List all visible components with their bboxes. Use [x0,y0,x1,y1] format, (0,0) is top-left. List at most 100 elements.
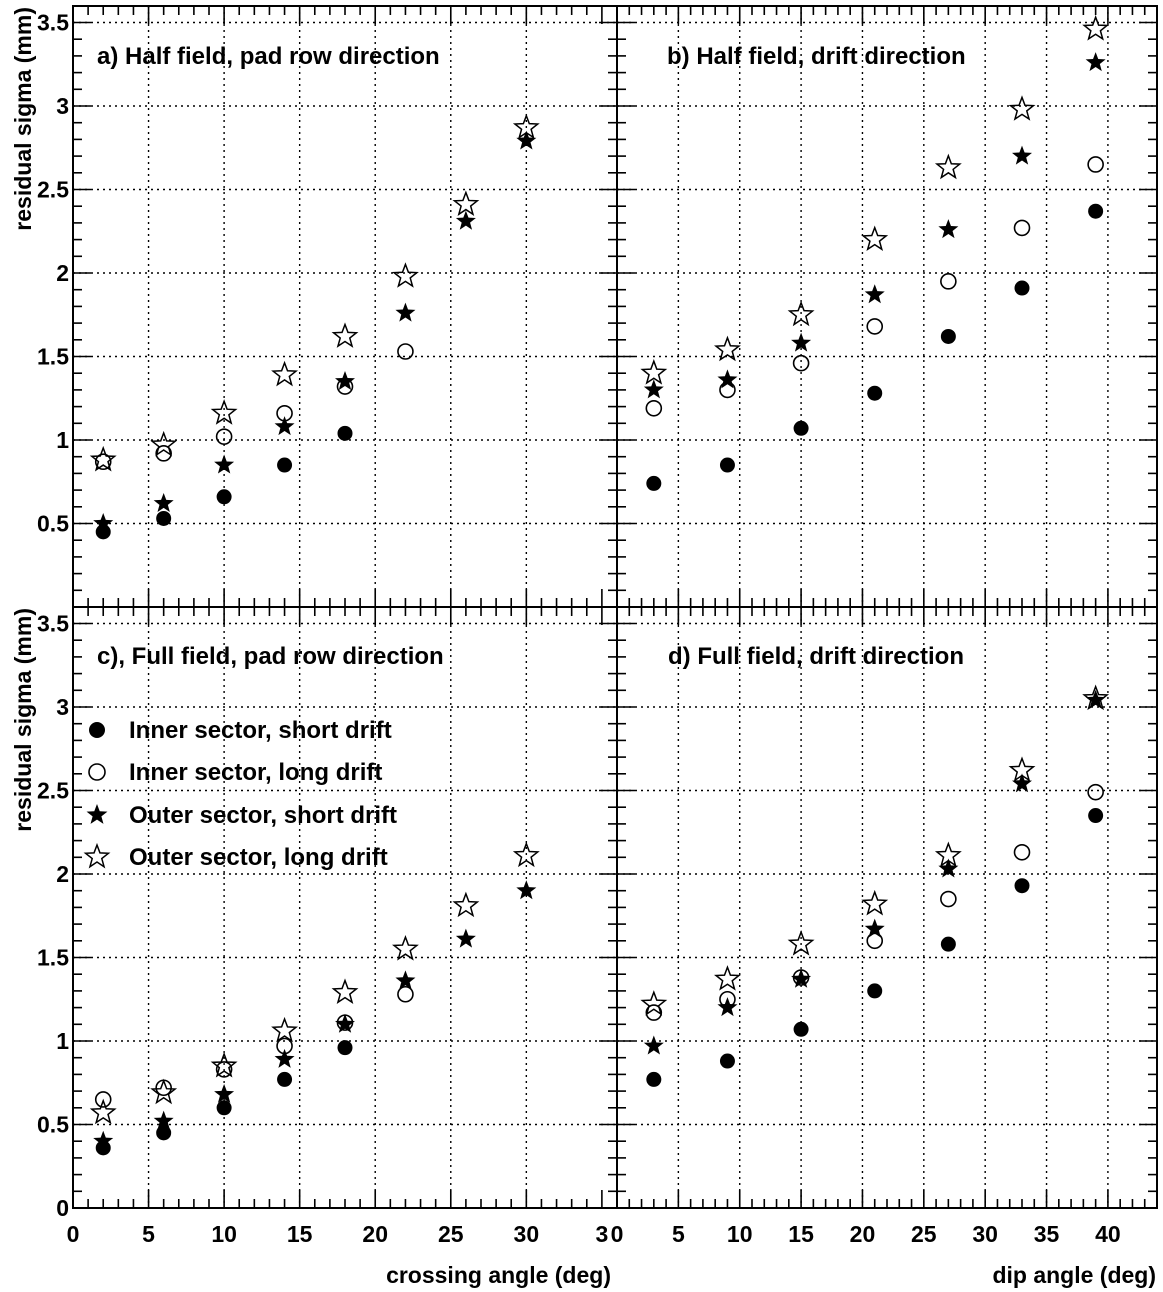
data-point [793,1021,809,1037]
data-point [787,300,815,327]
data-point [1085,52,1106,72]
data-point [938,219,959,239]
data-point [512,841,540,868]
series-open-circle [94,985,414,1108]
data-point [719,457,735,473]
data-point [391,262,419,288]
x-tick-label: 25 [438,1221,464,1247]
y-tick-label: 1 [56,427,69,453]
x-tick-label: 10 [727,1221,753,1247]
legend-marker-outer-long [83,842,111,869]
data-point [714,335,741,362]
data-point [719,381,736,399]
data-point [216,489,232,505]
data-point [940,328,956,344]
data-point [156,510,172,526]
x-tick-label: 5 [142,1221,155,1247]
data-point [714,965,741,991]
data-point [155,445,172,462]
data-point [93,513,114,532]
data-point [331,978,359,1005]
y-tick-label: 3 [56,694,69,720]
data-point [150,1078,178,1105]
legend-label-inner-short: Inner sector, short drift [129,717,392,744]
data-point [337,1040,353,1056]
data-point [1088,203,1104,219]
x-axis-title-left: crossing angle (deg) [386,1262,611,1288]
data-point [94,1091,112,1108]
y-axis-title-bottom: residual sigma (mm) [10,608,36,832]
series-filled-star [643,689,1106,1055]
data-point [792,354,810,372]
x-tick-label: 15 [788,1221,814,1247]
data-point [640,359,668,385]
data-point [455,928,476,948]
panel-c-title: c), Full field, pad row direction [97,643,444,670]
data-point [155,1079,172,1097]
series-filled-star [93,880,537,1150]
data-point [150,430,178,457]
data-point [93,1130,114,1150]
data-point [156,1125,172,1141]
data-point [331,322,359,348]
data-point [719,1053,735,1069]
series-filled-star [93,130,537,532]
legend-marker-outer-short [86,804,108,824]
plot-frame [72,5,618,608]
data-point [94,453,112,471]
y-tick-label: 0.5 [37,511,69,537]
data-point [940,890,957,908]
data-point [864,284,885,304]
series-filled-circle [646,808,1104,1087]
data-point [717,997,738,1017]
data-point [335,371,355,391]
data-point [717,369,738,389]
y-tick-label: 2 [56,861,69,887]
data-point [1087,156,1104,173]
data-point [397,343,414,360]
y-tick-label: 2.5 [37,778,69,804]
data-point [1087,783,1104,801]
data-point [95,1140,111,1156]
data-point [645,399,663,417]
legend: Inner sector, short drift Inner sector, … [83,717,397,871]
data-point [643,1035,664,1055]
data-point [95,524,111,540]
data-point [938,858,959,878]
data-point [210,399,238,425]
data-point [861,225,889,252]
x-tick-label: 5 [672,1221,685,1247]
legend-marker-inner-long [88,763,106,781]
data-point [216,1100,232,1116]
data-point [516,880,537,900]
y-tick-label: 1 [56,1028,69,1054]
x-tick-label: 10 [211,1221,237,1247]
x-tick-label: 40 [1095,1221,1121,1247]
series-open-star [89,113,540,472]
data-point [643,379,664,399]
x-tick-label: 30 [514,1221,540,1247]
data-point [395,302,416,322]
data-point [215,1061,233,1078]
y-tick-label: 3 [56,93,69,119]
series-open-star [89,841,540,1125]
x-tick-label: 35 [1034,1221,1060,1247]
y-tick-label: 2 [56,260,69,286]
data-point [940,936,956,952]
panel-d-title: d) Full field, drift direction [668,643,964,670]
x-tick-label: 3 [595,1221,608,1247]
data-point [277,1071,293,1087]
panel-a-title: a) Half field, pad row direction [97,43,440,70]
data-point [215,428,233,445]
y-tick-label: 1.5 [37,344,69,370]
data-point [337,425,353,441]
data-point [861,889,889,916]
data-point [89,1098,117,1125]
data-point [271,1016,299,1043]
data-point [864,918,885,938]
data-point [214,1083,235,1103]
data-point [867,385,883,401]
series-open-star [640,15,1110,385]
y-tick-label: 2.5 [37,177,69,203]
